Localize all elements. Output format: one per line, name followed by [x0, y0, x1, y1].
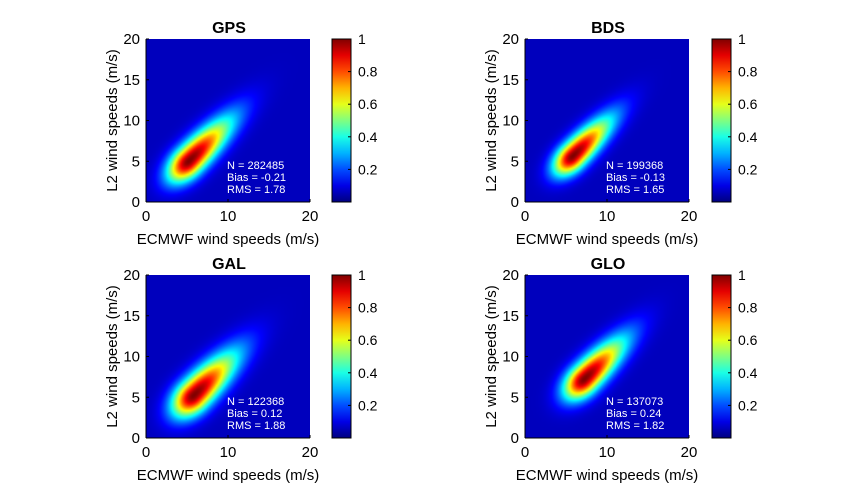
panel-bds: BDS 0 10 20 0 5 10 15 20 ECMWF wind speeds (m/s) L…	[483, 20, 758, 248]
stats-text: Bias = 0.24	[606, 408, 661, 420]
colorbar-tick-label: 0.6	[738, 96, 758, 112]
y-tick-label: 5	[511, 389, 519, 406]
colorbar-tick-label: 0.8	[358, 64, 378, 80]
x-tick-label: 10	[220, 208, 237, 225]
x-tick-label: 20	[302, 208, 319, 225]
colorbar-tick-label: 0.4	[358, 365, 378, 381]
y-axis-label: L2 wind speeds (m/s)	[483, 49, 500, 192]
y-tick-label: 5	[132, 389, 140, 406]
panel-glo: GLO 0 10 20 0 5 10 15 20 ECMWF wind speeds (m/s) L…	[483, 256, 758, 484]
density-heatmap-glo	[525, 275, 689, 438]
colorbar-tick-label: 1	[358, 31, 366, 47]
colorbar-tick-label: 0.4	[358, 129, 378, 145]
y-axis-label: L2 wind speeds (m/s)	[104, 49, 121, 192]
stats-text: RMS = 1.78	[227, 184, 285, 196]
colorbar-tick-label: 0.8	[738, 300, 758, 316]
colorbar-tick-label: 0.6	[358, 332, 378, 348]
x-tick-label: 0	[521, 444, 529, 461]
colorbar-tick-label: 0.8	[738, 64, 758, 80]
y-tick-label: 5	[132, 153, 140, 170]
y-tick-label: 20	[123, 267, 140, 284]
density-heatmap-bds	[525, 39, 689, 202]
y-tick-label: 10	[123, 113, 140, 130]
y-axis-label: L2 wind speeds (m/s)	[104, 285, 121, 428]
y-tick-label: 0	[511, 194, 519, 211]
x-axis-label: ECMWF wind speeds (m/s)	[137, 231, 320, 248]
colorbar: 0.2 0.4 0.6 0.8 1	[331, 267, 378, 439]
x-tick-label: 10	[220, 444, 237, 461]
density-heatmap-gps	[146, 39, 310, 202]
y-tick-label: 15	[123, 308, 140, 325]
stats-text: Bias = 0.12	[227, 408, 282, 420]
colorbar-tick-label: 0.4	[738, 129, 758, 145]
stats-text: N = 199368	[606, 160, 663, 172]
x-axis-label: ECMWF wind speeds (m/s)	[516, 467, 699, 484]
y-tick-label: 20	[123, 31, 140, 48]
panel-title: GLO	[591, 256, 626, 273]
stats-text: N = 137073	[606, 396, 663, 408]
y-tick-label: 20	[502, 31, 519, 48]
x-tick-label: 0	[142, 444, 150, 461]
panel-gal: GAL 0 10 20 0 5 10 15 20 ECMWF wind speeds (m/s) L…	[104, 256, 378, 484]
colorbar-tick-label: 0.4	[738, 365, 758, 381]
colorbar-gradient	[331, 274, 352, 439]
y-tick-label: 0	[132, 194, 140, 211]
y-tick-label: 15	[123, 72, 140, 89]
panel-title: GPS	[212, 20, 246, 37]
y-axis-label: L2 wind speeds (m/s)	[483, 285, 500, 428]
colorbar-tick-label: 0.2	[358, 161, 378, 177]
stats-text: RMS = 1.82	[606, 420, 664, 432]
x-tick-label: 10	[599, 444, 616, 461]
colorbar-gradient	[711, 38, 732, 203]
stats-text: Bias = -0.21	[227, 172, 286, 184]
colorbar-tick-label: 0.6	[738, 332, 758, 348]
colorbar-gradient	[331, 38, 352, 203]
colorbar: 0.2 0.4 0.6 0.8 1	[711, 267, 758, 439]
x-axis-label: ECMWF wind speeds (m/s)	[516, 231, 699, 248]
colorbar-tick-label: 0.2	[358, 397, 378, 413]
x-tick-label: 0	[521, 208, 529, 225]
y-tick-label: 15	[502, 72, 519, 89]
panel-gps: GPS 0 10 20 0 5 10 15 20 ECMWF wind speeds (m/s) L…	[104, 20, 378, 248]
y-tick-label: 5	[511, 153, 519, 170]
panel-title: GAL	[212, 256, 246, 273]
stats-text: Bias = -0.13	[606, 172, 665, 184]
stats-text: RMS = 1.88	[227, 420, 285, 432]
density-heatmap-gal	[146, 275, 310, 438]
x-axis-label: ECMWF wind speeds (m/s)	[137, 467, 320, 484]
colorbar-tick-label: 0.2	[738, 397, 758, 413]
colorbar: 0.2 0.4 0.6 0.8 1	[711, 31, 758, 203]
colorbar-tick-label: 0.6	[358, 96, 378, 112]
colorbar-gradient	[711, 274, 732, 439]
y-tick-label: 10	[123, 349, 140, 366]
panel-title: BDS	[591, 20, 625, 37]
stats-text: N = 122368	[227, 396, 284, 408]
colorbar-tick-label: 0.2	[738, 161, 758, 177]
stats-text: RMS = 1.65	[606, 184, 664, 196]
x-tick-label: 0	[142, 208, 150, 225]
colorbar-tick-label: 1	[738, 31, 746, 47]
colorbar-tick-label: 1	[358, 267, 366, 283]
y-tick-label: 0	[511, 430, 519, 447]
stats-text: N = 282485	[227, 160, 284, 172]
y-tick-label: 0	[132, 430, 140, 447]
y-tick-label: 15	[502, 308, 519, 325]
colorbar: 0.2 0.4 0.6 0.8 1	[331, 31, 378, 203]
y-tick-label: 10	[502, 113, 519, 130]
colorbar-tick-label: 1	[738, 267, 746, 283]
x-tick-label: 20	[681, 208, 698, 225]
x-tick-label: 20	[302, 444, 319, 461]
y-tick-label: 20	[502, 267, 519, 284]
x-tick-label: 20	[681, 444, 698, 461]
colorbar-tick-label: 0.8	[358, 300, 378, 316]
y-tick-label: 10	[502, 349, 519, 366]
x-tick-label: 10	[599, 208, 616, 225]
